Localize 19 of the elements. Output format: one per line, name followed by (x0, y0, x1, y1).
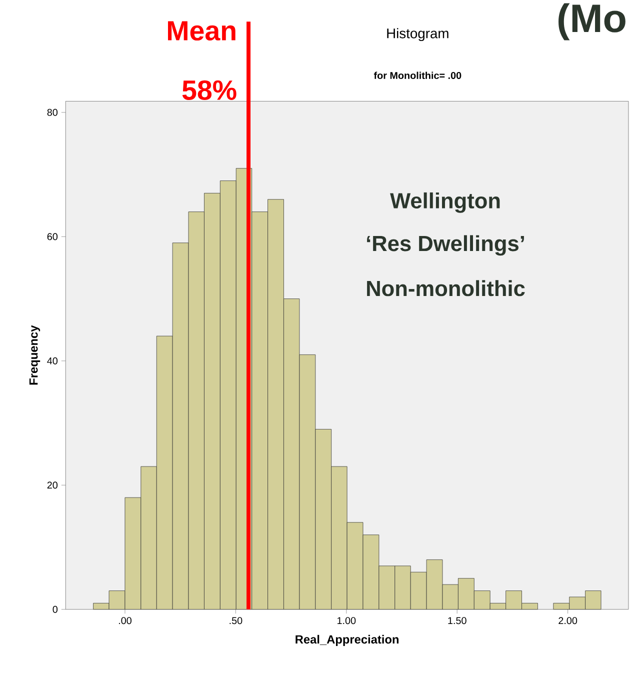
y-tick-label: 20 (47, 482, 58, 489)
annotation: Wellington (390, 192, 500, 213)
y-axis-title: Frequency (29, 325, 40, 385)
chart-title: Histogram (386, 28, 448, 42)
x-tick-label: 1.00 (337, 617, 356, 624)
y-tick-label: 80 (47, 108, 58, 116)
text: (Mo (558, 3, 626, 40)
x-tick-label: 2.00 (558, 617, 577, 624)
x-tick-label: 1.50 (448, 617, 466, 624)
text: Mean 58% (168, 21, 236, 100)
x-tick-label: .00 (118, 617, 132, 624)
annotation: Non-monolithic (366, 280, 525, 296)
x-tick-label: .50 (229, 617, 242, 624)
y-tick-label: 40 (46, 357, 58, 364)
y-tick-label: 0 (52, 606, 58, 613)
y-tick-label: 60 (47, 233, 58, 240)
x-axis-title: Real_Appreciation (295, 634, 398, 646)
annotation: ‘Res Dwellings’ (366, 235, 524, 256)
chart-subtitle: for Monolithic= .00 (374, 72, 461, 80)
